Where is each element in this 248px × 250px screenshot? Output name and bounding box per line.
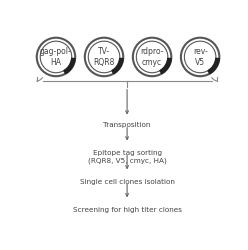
Text: Screening for high titer clones: Screening for high titer clones bbox=[73, 207, 182, 213]
Text: TV-
RQR8: TV- RQR8 bbox=[93, 47, 115, 67]
Text: Transposition: Transposition bbox=[103, 122, 151, 128]
Text: rev-
V5: rev- V5 bbox=[193, 47, 208, 67]
Polygon shape bbox=[160, 58, 171, 74]
Text: Epitope tag sorting
(RQR8, V5, cmyc, HA): Epitope tag sorting (RQR8, V5, cmyc, HA) bbox=[88, 150, 166, 164]
Circle shape bbox=[85, 38, 123, 76]
Text: gag-pol-
HA: gag-pol- HA bbox=[40, 47, 72, 67]
Circle shape bbox=[133, 38, 171, 76]
Polygon shape bbox=[112, 58, 123, 74]
Polygon shape bbox=[64, 58, 75, 74]
Text: Single cell clones isolation: Single cell clones isolation bbox=[80, 179, 175, 185]
Text: rdpro-
cmyc: rdpro- cmyc bbox=[140, 47, 164, 67]
Circle shape bbox=[37, 38, 75, 76]
Polygon shape bbox=[208, 58, 219, 74]
Circle shape bbox=[181, 38, 219, 76]
